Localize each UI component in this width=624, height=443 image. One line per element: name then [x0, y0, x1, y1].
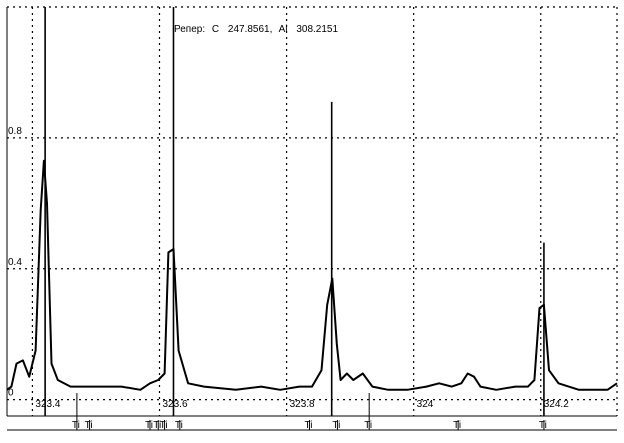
y-tick-label-1: 0.4: [8, 257, 22, 268]
element-label-0: Ti: [72, 420, 80, 431]
element-label-7: Ti: [332, 420, 340, 431]
header-prefix: Репер:: [174, 24, 205, 35]
x-tick-label-3: 324: [417, 399, 434, 410]
header-element-1: C: [212, 24, 219, 35]
element-label-3: Ti: [153, 420, 161, 431]
element-label-8: Ti: [364, 420, 372, 431]
element-label-2: Ti: [145, 420, 153, 431]
marker-lines: [44, 7, 545, 416]
plot-frame: [6, 6, 618, 417]
header-text: Репер: C 247.8561, Al 308.2151: [174, 24, 338, 35]
header-value-2: 308.2151: [296, 24, 338, 35]
series-layer: [6, 159, 618, 391]
element-label-5: Ti: [175, 420, 183, 431]
x-tick-label-1: 323.6: [163, 399, 188, 410]
tick-labels: 323.4 323.6 323.8 324 324.2 0 0.4 0.8: [8, 126, 569, 410]
x-tick-label-0: 323.4: [35, 399, 60, 410]
y-tick-label-2: 0.8: [8, 126, 22, 137]
x-tick-label-4: 324.2: [544, 399, 569, 410]
element-label-9: Ti: [453, 420, 461, 431]
header-element-2: Al: [279, 24, 288, 35]
element-label-6: Ti: [304, 420, 312, 431]
element-label-4: Ti: [160, 420, 168, 431]
element-label-1: Ti: [85, 420, 93, 431]
x-tick-label-2: 323.8: [290, 399, 315, 410]
element-label-10: Ti: [539, 420, 547, 431]
y-tick-label-0: 0: [8, 388, 14, 399]
grid-layer: [7, 7, 617, 416]
header-value-1: 247.8561,: [228, 24, 273, 35]
series-line-0: [6, 159, 618, 391]
